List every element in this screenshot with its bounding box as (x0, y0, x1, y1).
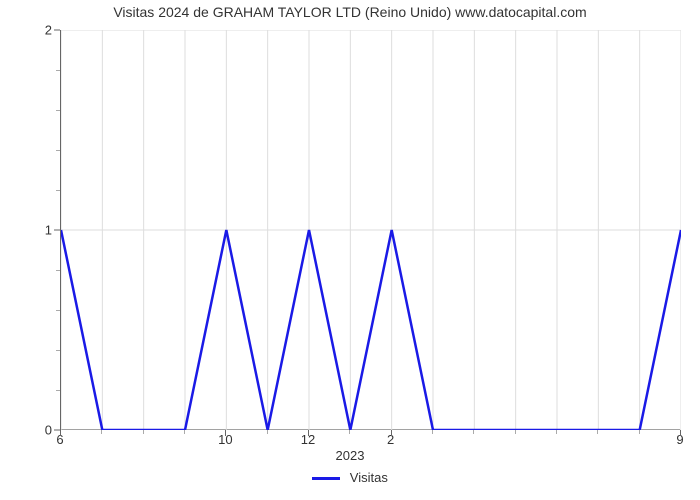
y-minor-tick (56, 190, 60, 191)
x-minor-tick (432, 430, 433, 434)
y-minor-tick (56, 150, 60, 151)
x-minor-tick (267, 430, 268, 434)
y-minor-tick (56, 110, 60, 111)
x-minor-tick (101, 430, 102, 434)
legend-swatch (312, 477, 340, 480)
gridlines (61, 30, 681, 430)
x-tick-mark (680, 430, 681, 436)
x-minor-tick (556, 430, 557, 434)
chart-title: Visitas 2024 de GRAHAM TAYLOR LTD (Reino… (0, 4, 700, 20)
y-tick-label: 0 (0, 423, 52, 438)
x-tick-mark (308, 430, 309, 436)
legend-label: Visitas (350, 470, 388, 485)
x-minor-tick (349, 430, 350, 434)
y-tick-mark (54, 230, 60, 231)
x-tick-mark (60, 430, 61, 436)
y-tick-mark (54, 30, 60, 31)
x-minor-tick (143, 430, 144, 434)
x-tick-mark (225, 430, 226, 436)
y-minor-tick (56, 350, 60, 351)
plot-svg (61, 30, 681, 430)
series-line (61, 230, 681, 430)
chart-container: Visitas 2024 de GRAHAM TAYLOR LTD (Reino… (0, 0, 700, 500)
x-minor-tick (473, 430, 474, 434)
y-minor-tick (56, 70, 60, 71)
x-axis-label: 2023 (0, 448, 700, 463)
y-minor-tick (56, 390, 60, 391)
legend: Visitas (0, 470, 700, 485)
y-minor-tick (56, 310, 60, 311)
y-tick-label: 2 (0, 23, 52, 38)
y-minor-tick (56, 270, 60, 271)
plot-area (60, 30, 680, 430)
y-tick-label: 1 (0, 223, 52, 238)
x-minor-tick (639, 430, 640, 434)
x-tick-mark (391, 430, 392, 436)
x-minor-tick (184, 430, 185, 434)
series-group (61, 230, 681, 430)
x-minor-tick (597, 430, 598, 434)
x-minor-tick (515, 430, 516, 434)
